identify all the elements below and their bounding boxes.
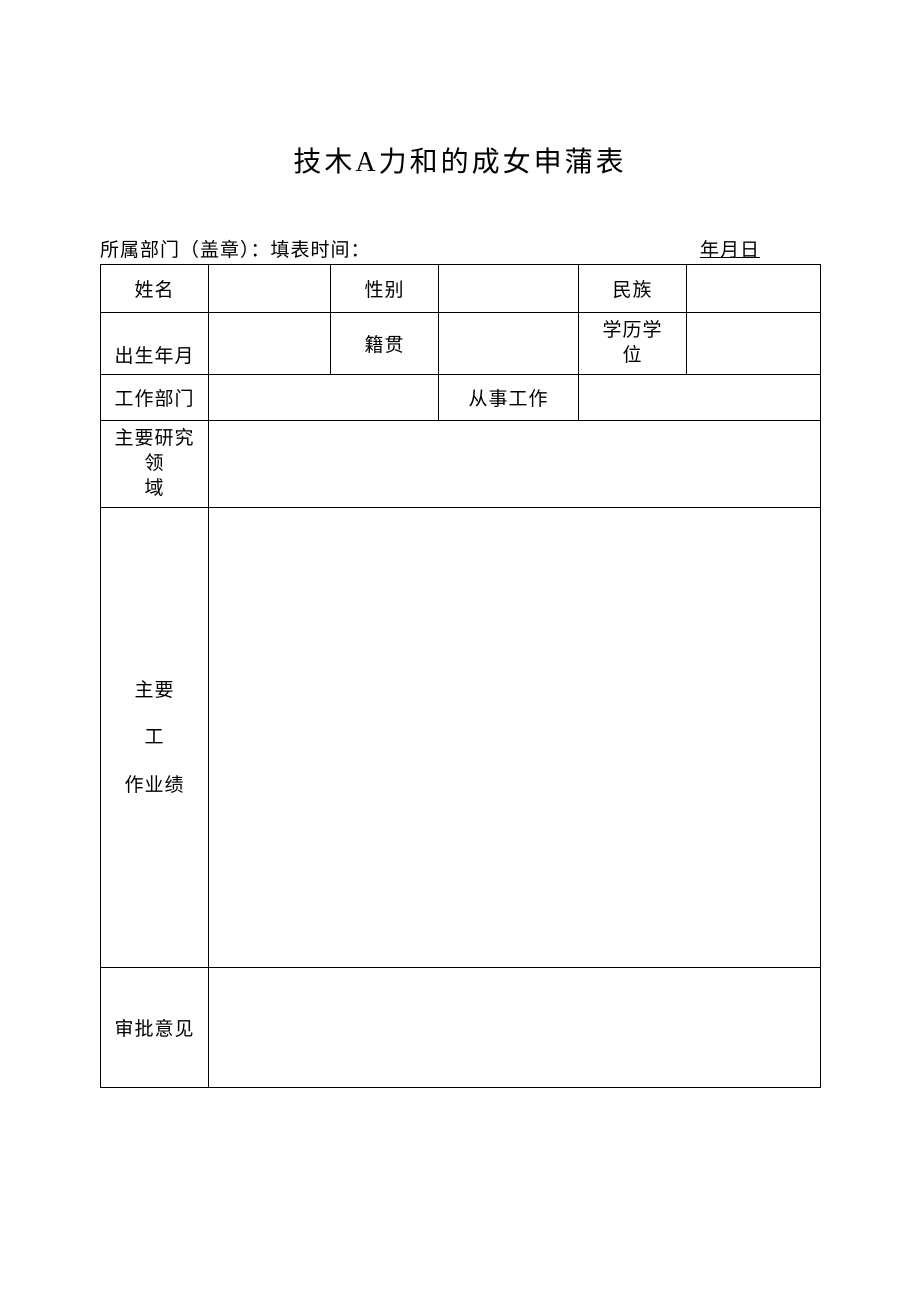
label-ethnicity: 民族 [579,265,687,313]
label-work: 从事工作 [439,375,579,421]
label-education: 学历学位 [579,313,687,375]
form-title: 技木A力和的成女申蒲表 [100,140,820,180]
value-origin[interactable] [439,313,579,375]
label-research: 主要研究领域 [101,421,209,508]
header-department-label: 所属部门（盖章）：填表时间： [100,235,700,262]
value-gender[interactable] [439,265,579,313]
application-form-table: 姓名 性别 民族 出生年月 籍贯 学历学位 工作部门 从事工作 主要研究领域 主… [100,264,821,1088]
header-date-label: 年月日 [700,235,820,262]
value-work[interactable] [579,375,821,421]
label-origin: 籍贯 [331,313,439,375]
label-main-performance: 主要 工 作业绩 [101,508,209,968]
label-gender: 性别 [331,265,439,313]
label-review: 审批意见 [101,968,209,1088]
label-department: 工作部门 [101,375,209,421]
value-birth[interactable] [209,313,331,375]
value-research[interactable] [209,421,821,508]
label-name: 姓名 [101,265,209,313]
value-name[interactable] [209,265,331,313]
value-ethnicity[interactable] [687,265,821,313]
label-birth: 出生年月 [101,313,209,375]
value-main-performance[interactable] [209,508,821,968]
value-review[interactable] [209,968,821,1088]
value-department[interactable] [209,375,439,421]
value-education[interactable] [687,313,821,375]
header-line: 所属部门（盖章）：填表时间： 年月日 [100,235,820,262]
